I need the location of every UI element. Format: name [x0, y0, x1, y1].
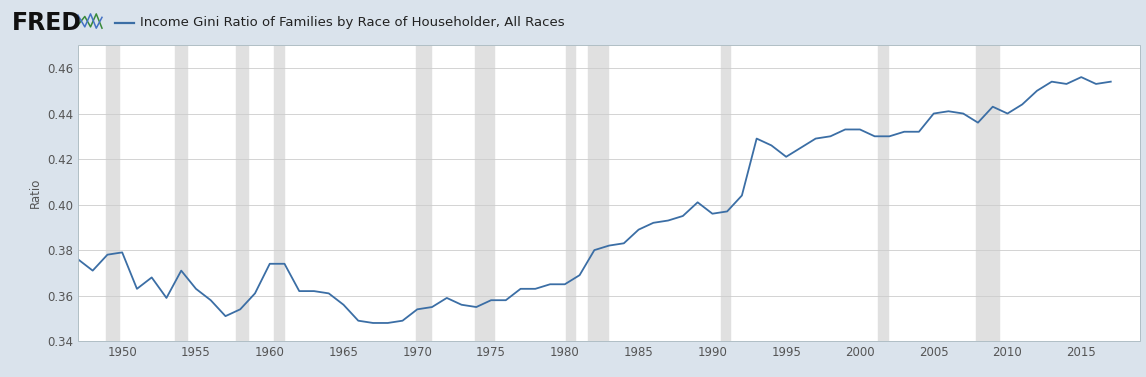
Bar — [588, 45, 607, 341]
Bar — [976, 45, 998, 341]
Bar — [474, 45, 494, 341]
Bar — [878, 45, 888, 341]
Bar — [566, 45, 575, 341]
Bar — [274, 45, 284, 341]
Text: Income Gini Ratio of Families by Race of Householder, All Races: Income Gini Ratio of Families by Race of… — [140, 16, 565, 29]
Bar — [416, 45, 431, 341]
Bar — [721, 45, 730, 341]
Bar — [175, 45, 187, 341]
Text: FRED: FRED — [11, 11, 81, 35]
Bar — [236, 45, 248, 341]
Y-axis label: Ratio: Ratio — [29, 178, 41, 208]
Bar — [105, 45, 119, 341]
